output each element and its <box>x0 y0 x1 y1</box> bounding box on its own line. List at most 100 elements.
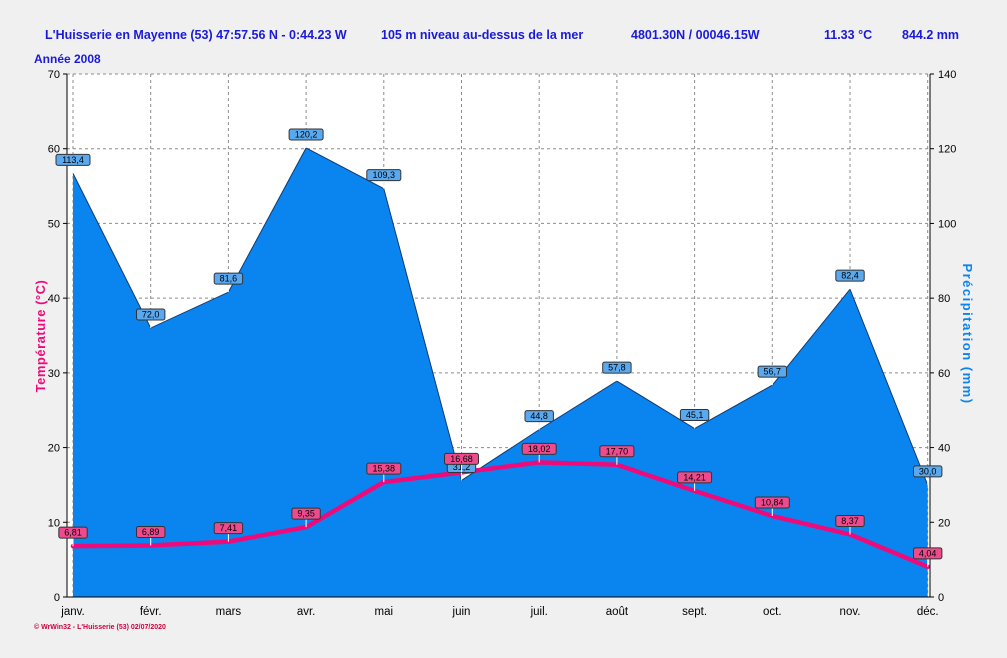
precipitation-data-label: 120,2 <box>288 128 324 148</box>
left-tick-label: 60 <box>48 144 60 156</box>
temperature-data-label: 9,35 <box>291 507 321 528</box>
precipitation-data-label: 44,8 <box>524 410 554 430</box>
temperature-data-label-box <box>136 526 166 539</box>
temperature-data-label: 4,04 <box>913 547 943 567</box>
footer-credit: © WrWin32 - L'Huisserie (53) 02/07/2020 <box>34 624 166 631</box>
precipitation-data-label: 81,6 <box>213 272 244 293</box>
temperature-data-label-text: 10,84 <box>761 498 784 508</box>
temperature-data-label: 18,02 <box>521 442 557 463</box>
left-tick-label: 70 <box>48 69 60 81</box>
precipitation-data-label-text: 113,4 <box>62 155 84 165</box>
temperature-data-label: 6,89 <box>136 526 166 546</box>
right-tick-label: 40 <box>938 443 950 455</box>
temperature-data-label-box <box>58 526 88 539</box>
temperature-data-label-text: 18,02 <box>528 444 551 454</box>
temperature-data-label-box <box>291 507 321 520</box>
precipitation-data-label-text: 109,3 <box>373 170 396 180</box>
x-tick-label: févr. <box>140 606 162 618</box>
left-tick-label: 30 <box>48 368 60 380</box>
data-labels: 113,472,081,6120,2109,331,244,857,845,15… <box>55 128 943 567</box>
total-precipitation: 844.2 mm <box>902 28 959 42</box>
precipitation-data-label-box <box>366 169 402 182</box>
x-tick-label: août <box>606 606 629 618</box>
x-tick-label: oct. <box>763 606 782 618</box>
precipitation-data-label: 30,0 <box>913 465 943 485</box>
station-altitude: 105 m niveau au-dessus de la mer <box>381 28 584 42</box>
precipitation-data-label-text: 45,1 <box>686 410 704 420</box>
x-tick-label: juin <box>452 606 471 618</box>
right-axis-title: Précipitation (mm) <box>960 263 975 404</box>
average-temperature: 11.33 °C <box>824 28 873 42</box>
station-coords: 4801.30N / 00046.15W <box>631 28 760 42</box>
right-tick-label: 60 <box>938 368 950 380</box>
right-tick-label: 80 <box>938 293 950 305</box>
temperature-data-label-box <box>754 496 790 509</box>
precipitation-data-label: 72,0 <box>136 308 166 329</box>
temperature-data-label-text: 17,70 <box>606 446 629 456</box>
left-tick-label: 50 <box>48 218 60 230</box>
left-tick-label: 20 <box>48 443 60 455</box>
temperature-data-label-text: 8,37 <box>841 516 859 526</box>
precipitation-data-label-box <box>679 409 710 422</box>
precipitation-data-label: 82,4 <box>835 269 865 290</box>
temperature-data-label-text: 4,04 <box>919 548 937 558</box>
temperature-data-label: 16,68 <box>444 452 479 473</box>
temperature-data-label-box <box>835 514 865 527</box>
temperature-data-label-box <box>366 462 402 475</box>
precipitation-data-label-box <box>757 365 787 378</box>
left-axis-title: Température (°C) <box>33 280 48 393</box>
precipitation-data-label: 113,4 <box>55 153 91 174</box>
precipitation-data-label-text: 81,6 <box>220 274 238 284</box>
temperature-data-label: 17,70 <box>599 445 635 465</box>
x-tick-label: janv. <box>60 606 84 618</box>
temperature-data-label-text: 14,21 <box>683 472 706 482</box>
temperature-data-label-text: 6,89 <box>142 527 160 537</box>
precipitation-data-label-box <box>288 128 324 141</box>
precipitation-data-label-box <box>602 361 632 374</box>
temperature-data-label: 15,38 <box>366 462 402 483</box>
precipitation-data-label-box <box>524 410 554 423</box>
temperature-data-label-box <box>213 522 244 535</box>
precipitation-data-label: 56,7 <box>757 365 787 386</box>
temperature-series-line <box>70 460 930 570</box>
temperature-data-label-text: 16,68 <box>450 454 473 464</box>
precipitation-data-label-box <box>136 308 166 321</box>
x-tick-label: juil. <box>530 606 548 618</box>
precipitation-data-label-box <box>913 465 943 478</box>
precipitation-data-label-text: 57,8 <box>608 363 626 373</box>
left-tick-label: 40 <box>48 293 60 305</box>
left-tick-label: 10 <box>48 517 60 529</box>
temperature-data-label: 6,81 <box>58 526 88 547</box>
temperature-data-label-text: 15,38 <box>373 464 396 474</box>
temperature-data-label: 14,21 <box>677 471 713 491</box>
right-tick-label: 120 <box>938 144 956 156</box>
x-tick-label: déc. <box>917 606 939 618</box>
right-tick-label: 100 <box>938 218 956 230</box>
precipitation-area-fill <box>73 147 928 597</box>
x-tick-label: avr. <box>297 606 316 618</box>
right-tick-label: 140 <box>938 69 956 81</box>
precipitation-data-label-box <box>55 153 91 166</box>
x-tick-label: mai <box>375 606 394 618</box>
temperature-data-label: 7,41 <box>213 522 244 542</box>
precipitation-data-label-box <box>213 272 244 285</box>
right-tick-label: 20 <box>938 517 950 529</box>
precipitation-data-label-text: 56,7 <box>764 367 782 377</box>
left-tick-label: 0 <box>54 592 60 604</box>
temperature-data-label-text: 9,35 <box>297 509 315 519</box>
station-location: L'Huisserie en Mayenne (53) 47:57.56 N -… <box>45 28 347 42</box>
axes: 0 10 20 30 40 50 60 70 0 20 40 60 80 100 120 140 janv. fé… <box>33 69 975 618</box>
year-label: Année 2008 <box>34 52 101 66</box>
precipitation-data-label-box <box>835 269 865 282</box>
temperature-data-label-box <box>444 452 479 465</box>
temperature-data-label: 10,84 <box>754 496 790 517</box>
precipitation-data-label-text: 82,4 <box>841 271 859 281</box>
precipitation-data-label: 109,3 <box>366 169 402 189</box>
right-tick-label: 0 <box>938 592 944 604</box>
x-tick-label: mars <box>216 606 242 618</box>
temperature-data-label-box <box>677 471 713 484</box>
temperature-data-label-text: 6,81 <box>64 528 82 538</box>
precipitation-data-label: 57,8 <box>602 361 632 382</box>
x-tick-label: sept. <box>682 606 707 618</box>
